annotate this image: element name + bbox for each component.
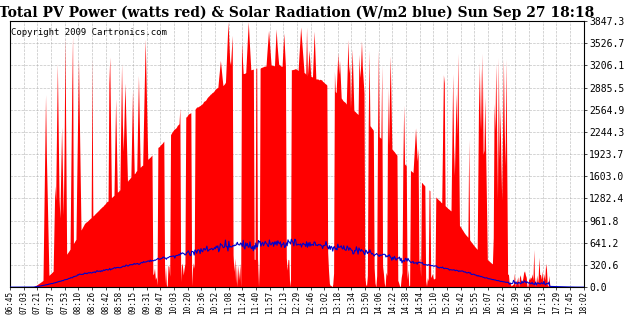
Title: Total PV Power (watts red) & Solar Radiation (W/m2 blue) Sun Sep 27 18:18: Total PV Power (watts red) & Solar Radia… <box>0 5 595 20</box>
Text: Copyright 2009 Cartronics.com: Copyright 2009 Cartronics.com <box>11 28 167 37</box>
